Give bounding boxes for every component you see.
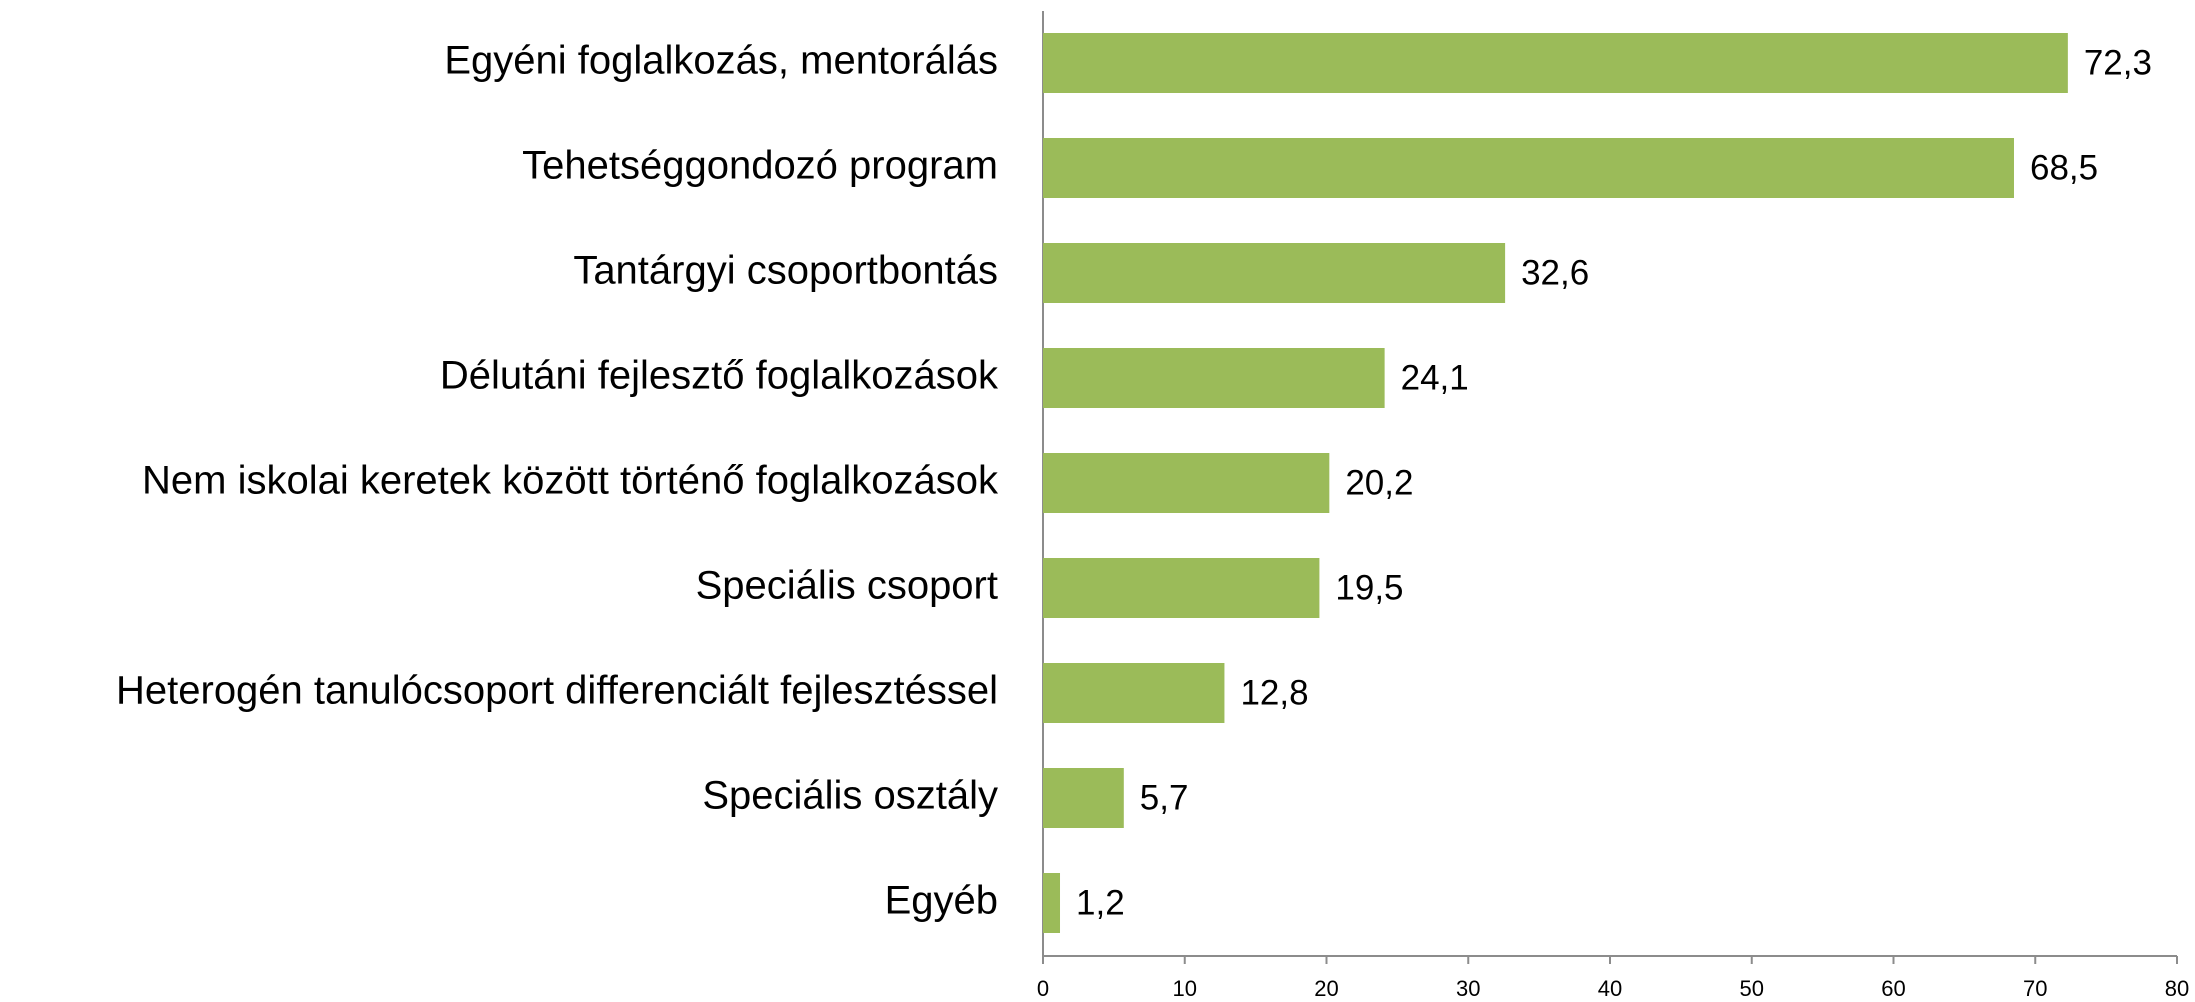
x-tick-label: 50 xyxy=(1740,976,1764,1001)
x-tick-label: 10 xyxy=(1173,976,1197,1001)
x-tick-label: 60 xyxy=(1881,976,1905,1001)
bar xyxy=(1043,768,1124,828)
category-label: Egyéb xyxy=(885,879,998,923)
bar xyxy=(1043,243,1506,303)
bar xyxy=(1043,663,1225,723)
value-label: 68,5 xyxy=(2030,148,2098,187)
category-label: Speciális csoport xyxy=(696,564,998,608)
bar xyxy=(1043,453,1330,513)
bar xyxy=(1043,33,2068,93)
bar xyxy=(1043,558,1320,618)
value-label: 5,7 xyxy=(1140,778,1189,817)
x-tick-label: 20 xyxy=(1314,976,1338,1001)
category-label: Egyéni foglalkozás, mentorálás xyxy=(444,39,998,83)
value-label: 24,1 xyxy=(1401,358,1469,397)
x-tick-label: 40 xyxy=(1598,976,1622,1001)
x-tick-label: 80 xyxy=(2165,976,2189,1001)
bar xyxy=(1043,873,1061,933)
value-label: 32,6 xyxy=(1521,253,1589,292)
category-label: Speciális osztály xyxy=(702,774,998,818)
x-tick-label: 30 xyxy=(1456,976,1480,1001)
value-label: 72,3 xyxy=(2084,43,2152,82)
x-tick-label: 0 xyxy=(1037,976,1049,1001)
bar xyxy=(1043,138,2014,198)
category-label: Délutáni fejlesztő foglalkozások xyxy=(440,354,999,398)
value-label: 20,2 xyxy=(1345,463,1413,502)
value-label: 19,5 xyxy=(1335,568,1403,607)
category-label: Tehetséggondozó program xyxy=(522,144,998,188)
category-label: Nem iskolai keretek között történő fogla… xyxy=(142,459,999,503)
bar xyxy=(1043,348,1385,408)
category-label: Heterogén tanulócsoport differenciált fe… xyxy=(116,669,998,713)
value-label: 12,8 xyxy=(1240,673,1308,712)
x-tick-label: 70 xyxy=(2023,976,2047,1001)
category-label: Tantárgyi csoportbontás xyxy=(573,249,998,293)
value-label: 1,2 xyxy=(1076,883,1125,922)
